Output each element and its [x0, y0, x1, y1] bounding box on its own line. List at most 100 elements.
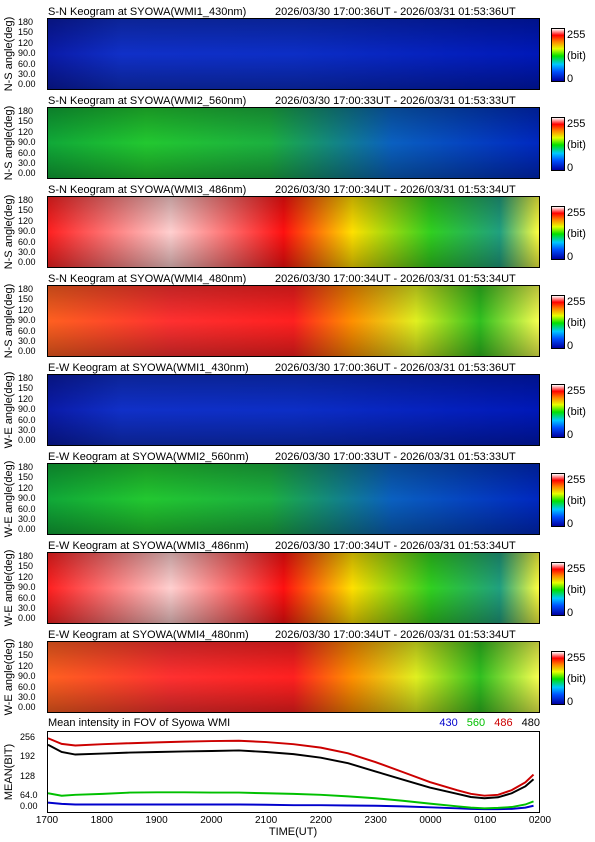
keogram-panel: S-N Keogram at SYOWA(WMI2_560nm) 2026/03/… — [0, 94, 595, 183]
y-tick: 180 — [18, 462, 34, 472]
colorbar-max: 255 — [567, 385, 586, 397]
colorbar-unit: (bit) — [567, 673, 586, 685]
panel-y-axis-label: N-S angle(deg) — [3, 16, 15, 92]
y-tick: 0.00 — [20, 801, 38, 811]
x-tick: 1800 — [90, 815, 113, 826]
panel-title: E-W Keogram at SYOWA(WMI3_486nm) — [48, 540, 249, 552]
y-tick: 60.0 — [18, 236, 36, 247]
y-tick: 0.00 — [18, 257, 36, 268]
y-tick: 30.0 — [18, 692, 36, 702]
y-tick: 120 — [18, 37, 34, 48]
panel-time-range: 2026/03/30 17:00:33UT - 2026/03/31 01:53… — [275, 95, 516, 107]
keogram-panel: S-N Keogram at SYOWA(WMI1_430nm) 2026/03/… — [0, 5, 595, 94]
legend: 430 560 486 480 — [433, 717, 540, 729]
y-tick: 90.0 — [18, 404, 36, 415]
x-tick: 2000 — [200, 815, 223, 826]
keogram-image — [47, 463, 540, 535]
colorbar-min: 0 — [567, 518, 574, 530]
y-tick: 180 — [18, 106, 34, 116]
y-tick: 64.0 — [20, 790, 38, 800]
panel-title: E-W Keogram at SYOWA(WMI1_430nm) — [48, 362, 249, 374]
colorbar — [551, 28, 565, 82]
y-tick: 90.0 — [18, 226, 36, 237]
y-tick: 128 — [20, 771, 36, 781]
y-tick: 90.0 — [18, 493, 36, 504]
mean-y-axis-label: MEAN(BIT) — [3, 743, 15, 801]
keogram-image — [47, 552, 540, 624]
mean-plot-area — [47, 731, 540, 813]
colorbar — [551, 295, 565, 349]
y-tick: 150 — [18, 27, 34, 38]
colorbar-unit: (bit) — [567, 50, 586, 62]
y-tick: 150 — [18, 383, 34, 394]
y-tick: 30.0 — [18, 425, 36, 435]
panel-title: S-N Keogram at SYOWA(WMI1_430nm) — [48, 6, 247, 18]
colorbar — [551, 117, 565, 171]
colorbar — [551, 206, 565, 260]
y-tick: 60.0 — [18, 58, 36, 69]
colorbar-unit: (bit) — [567, 495, 586, 507]
y-tick: 60.0 — [18, 592, 36, 603]
colorbar-unit: (bit) — [567, 228, 586, 240]
y-tick: 30.0 — [18, 336, 36, 346]
y-tick: 60.0 — [18, 147, 36, 158]
colorbar-min: 0 — [567, 251, 574, 263]
y-tick: 120 — [18, 126, 34, 137]
x-axis-label: TIME(UT) — [268, 826, 318, 838]
colorbar-min: 0 — [567, 340, 574, 352]
keogram-image — [47, 196, 540, 268]
colorbar-min: 0 — [567, 696, 574, 708]
y-tick: 150 — [18, 116, 34, 127]
colorbar-max: 255 — [567, 296, 586, 308]
colorbar-min: 0 — [567, 607, 574, 619]
y-tick: 60.0 — [18, 681, 36, 692]
y-tick: 120 — [18, 571, 34, 582]
y-tick: 90.0 — [18, 582, 36, 593]
panel-time-range: 2026/03/30 17:00:36UT - 2026/03/31 01:53… — [275, 362, 516, 374]
panel-y-axis-label: W-E angle(deg) — [3, 371, 15, 449]
panel-y-axis-label: N-S angle(deg) — [3, 105, 15, 181]
y-tick: 120 — [18, 660, 34, 671]
colorbar-unit: (bit) — [567, 317, 586, 329]
colorbar-max: 255 — [567, 118, 586, 130]
y-tick: 90.0 — [18, 671, 36, 682]
y-tick: 90.0 — [18, 48, 36, 59]
y-tick: 0.00 — [18, 524, 36, 535]
panel-y-axis-label: N-S angle(deg) — [3, 283, 15, 359]
y-tick: 120 — [18, 393, 34, 404]
keogram-image — [47, 107, 540, 179]
colorbar — [551, 562, 565, 616]
x-tick: 0000 — [419, 815, 442, 826]
y-tick: 30.0 — [18, 514, 36, 524]
y-tick: 30.0 — [18, 69, 36, 79]
x-tick: 1700 — [35, 815, 59, 826]
panel-y-axis-label: W-E angle(deg) — [3, 549, 15, 627]
mean-chart-title: Mean intensity in FOV of Syowa WMI — [48, 717, 231, 729]
panel-title: S-N Keogram at SYOWA(WMI3_486nm) — [48, 184, 247, 196]
y-tick: 120 — [18, 215, 34, 226]
x-tick: 2200 — [309, 815, 332, 826]
colorbar-unit: (bit) — [567, 584, 586, 596]
x-tick: 1900 — [145, 815, 168, 826]
colorbar — [551, 473, 565, 527]
y-tick: 0.00 — [18, 435, 36, 446]
keogram-image — [47, 18, 540, 90]
colorbar-min: 0 — [567, 73, 574, 85]
y-tick: 0.00 — [18, 168, 36, 179]
y-tick: 180 — [18, 284, 34, 294]
y-tick: 192 — [20, 751, 36, 761]
keogram-image — [47, 374, 540, 446]
colorbar — [551, 651, 565, 705]
y-tick: 60.0 — [18, 503, 36, 514]
y-tick: 0.00 — [18, 702, 36, 713]
panel-time-range: 2026/03/30 17:00:34UT - 2026/03/31 01:53… — [275, 629, 516, 641]
panel-y-axis-label: W-E angle(deg) — [3, 460, 15, 538]
y-tick: 150 — [18, 294, 34, 305]
colorbar-unit: (bit) — [567, 139, 586, 151]
legend-486: 486 — [494, 717, 513, 729]
y-tick: 0.00 — [18, 346, 36, 357]
y-tick: 30.0 — [18, 247, 36, 257]
keogram-panel: S-N Keogram at SYOWA(WMI4_480nm) 2026/03/… — [0, 272, 595, 361]
y-tick: 180 — [18, 17, 34, 27]
y-tick: 90.0 — [18, 315, 36, 326]
